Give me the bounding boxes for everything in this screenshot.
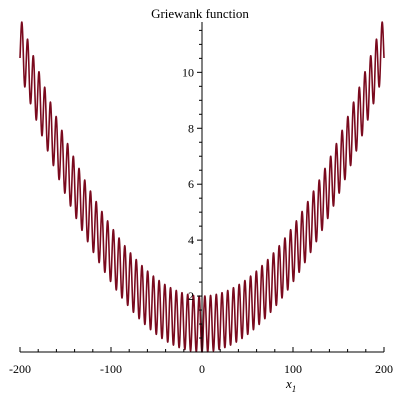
y-tick-label: 8 [188, 121, 194, 135]
x-tick-label: -200 [9, 362, 31, 376]
x-axis-label-main: x [285, 376, 292, 391]
y-tick-label: 4 [188, 233, 194, 247]
tick-layer: -200 -100 0 100 200 2 4 6 8 10 [9, 29, 393, 376]
x-axis-label: x1 [285, 376, 296, 394]
x-tick-label: 0 [199, 362, 205, 376]
chart-title: Griewank function [151, 6, 249, 21]
y-tick-label: 10 [182, 65, 194, 79]
x-tick-label: -100 [100, 362, 122, 376]
y-tick-label: 6 [188, 177, 194, 191]
x-axis-label-subscript: 1 [292, 384, 297, 394]
x-tick-label: 100 [284, 362, 302, 376]
y-tick-label: 2 [188, 289, 194, 303]
x-tick-label: 200 [375, 362, 393, 376]
